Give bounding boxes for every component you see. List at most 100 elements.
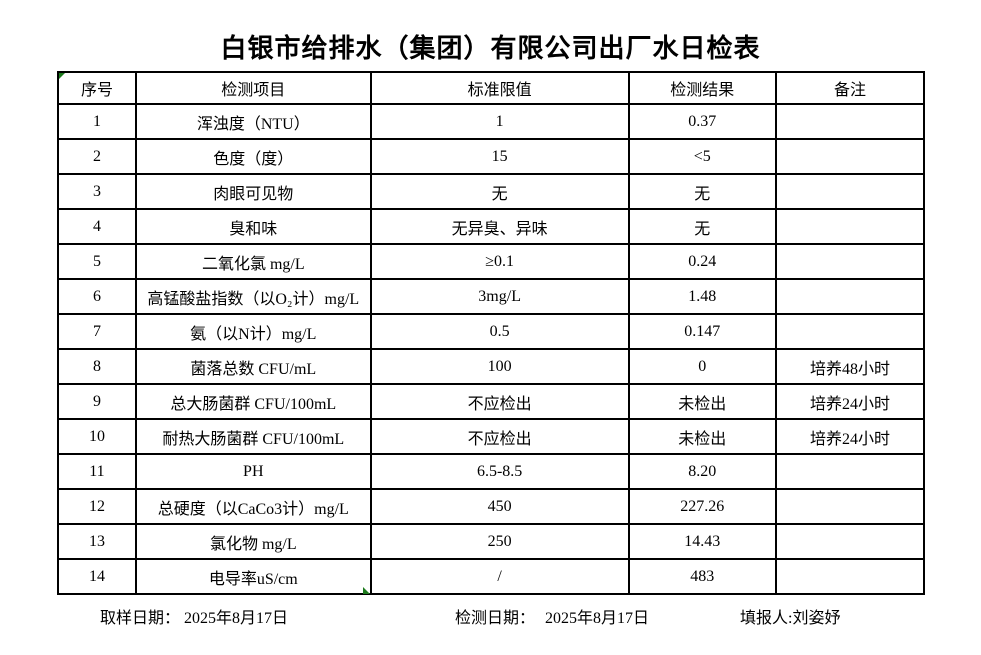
header-cell: 标准限值 xyxy=(369,71,630,105)
excel-corner-artifact-icon xyxy=(363,587,370,594)
cell-limit: 不应检出 xyxy=(369,418,630,455)
cell-item: 色度（度） xyxy=(134,138,372,175)
header-cell: 备注 xyxy=(774,71,926,105)
cell-remark xyxy=(774,558,926,595)
cell-item: 臭和味 xyxy=(134,208,372,245)
cell-remark xyxy=(774,243,926,280)
header-row: 序号 检测项目 标准限值 检测结果 备注 xyxy=(57,71,926,105)
cell-limit: 无异臭、异味 xyxy=(369,208,630,245)
cell-limit: 1 xyxy=(369,103,630,140)
table-row: 6 高锰酸盐指数（以O₂计）mg/L 3mg/L 1.48 xyxy=(57,278,926,315)
cell-result: 未检出 xyxy=(627,383,777,420)
table-row: 2 色度（度） 15 <5 xyxy=(57,138,926,175)
cell-result: 未检出 xyxy=(627,418,777,455)
cell-result: 0 xyxy=(627,348,777,385)
cell-result: 0.24 xyxy=(627,243,777,280)
cell-limit: 无 xyxy=(369,173,630,210)
cell-item: 二氧化氯 mg/L xyxy=(134,243,372,280)
cell-remark xyxy=(774,313,926,350)
cell-result: 0.37 xyxy=(627,103,777,140)
table-row: 4 臭和味 无异臭、异味无 xyxy=(57,208,926,245)
cell-remark xyxy=(774,173,926,210)
page-title: 白银市给排水（集团）有限公司出厂水日检表 xyxy=(220,34,761,63)
cell-index: 4 xyxy=(57,208,137,245)
table-row: 3 肉眼可见物无无 xyxy=(57,173,926,210)
cell-limit: / xyxy=(369,558,630,595)
table-row: 14 电导率uS/cm/483 xyxy=(57,558,926,595)
reporter-name: 刘姿妤 xyxy=(792,610,841,627)
table-row: 13 氯化物 mg/L 250 14.43 xyxy=(57,523,926,560)
cell-limit: 15 xyxy=(369,138,630,175)
cell-result: <5 xyxy=(627,138,777,175)
table-container: 序号 检测项目 标准限值 检测结果 备注 1 浑浊度（NTU） 1 0.37 2 色度（度） 15 <… xyxy=(57,71,926,595)
cell-index: 2 xyxy=(57,138,137,175)
cell-limit: 0.5 xyxy=(369,313,630,350)
table-row: 9 总大肠菌群 CFU/100mL 不应检出 未检出 培养24小时 xyxy=(57,383,926,420)
cell-result: 无 xyxy=(627,173,777,210)
cell-item: 耐热大肠菌群 CFU/100mL xyxy=(134,418,372,455)
cell-result: 227.26 xyxy=(627,488,777,525)
table-row: 12 总硬度（以CaCo3计）mg/L 450 227.26 xyxy=(57,488,926,525)
cell-remark xyxy=(774,103,926,140)
cell-index: 13 xyxy=(57,523,137,560)
cell-item: 菌落总数 CFU/mL xyxy=(134,348,372,385)
inspection-table: 序号 检测项目 标准限值 检测结果 备注 1 浑浊度（NTU） 1 0.37 2 色度（度） 15 <… xyxy=(57,71,926,595)
cell-index: 5 xyxy=(57,243,137,280)
cell-index: 7 xyxy=(57,313,137,350)
cell-remark xyxy=(774,488,926,525)
cell-limit: 6.5-8.5 xyxy=(369,453,630,490)
cell-index: 1 xyxy=(57,103,137,140)
cell-index: 8 xyxy=(57,348,137,385)
cell-item: 氯化物 mg/L xyxy=(134,523,372,560)
cell-remark: 培养48小时 xyxy=(774,348,926,385)
table-row: 10 耐热大肠菌群 CFU/100mL 不应检出 未检出 培养24小时 xyxy=(57,418,926,455)
table-row: 7 氨（以N计）mg/L 0.5 0.147 xyxy=(57,313,926,350)
cell-item: 总硬度（以CaCo3计）mg/L xyxy=(134,488,372,525)
cell-result: 14.43 xyxy=(627,523,777,560)
sampling-date-value: 2025年8月17日 xyxy=(184,610,289,627)
table-body: 1 浑浊度（NTU） 1 0.37 2 色度（度） 15 <5 3 肉眼可见物无无 4 臭和味 无异臭、… xyxy=(57,103,926,595)
cell-index: 3 xyxy=(57,173,137,210)
footer: 取样日期： 2025年8月17日 检测日期： 2025年8月17日 填报人:刘姿妤 xyxy=(0,604,981,628)
cell-result: 无 xyxy=(627,208,777,245)
header-cell: 检测结果 xyxy=(627,71,777,105)
table-row: 11 PH 6.5-8.5 8.20 xyxy=(57,453,926,490)
cell-remark: 培养24小时 xyxy=(774,383,926,420)
sampling-date-label: 取样日期： xyxy=(100,610,181,627)
cell-item: 高锰酸盐指数（以O₂计）mg/L xyxy=(134,278,372,315)
cell-item: 总大肠菌群 CFU/100mL xyxy=(134,383,372,420)
cell-limit: 100 xyxy=(369,348,630,385)
cell-remark xyxy=(774,138,926,175)
reporter: 填报人:刘姿妤 xyxy=(740,604,840,628)
cell-limit: 250 xyxy=(369,523,630,560)
cell-index: 12 xyxy=(57,488,137,525)
cell-item: 氨（以N计）mg/L xyxy=(134,313,372,350)
cell-result: 8.20 xyxy=(627,453,777,490)
cell-remark xyxy=(774,453,926,490)
table-row: 8 菌落总数 CFU/mL 100 0 培养48小时 xyxy=(57,348,926,385)
cell-limit: ≥0.1 xyxy=(369,243,630,280)
cell-remark xyxy=(774,278,926,315)
cell-item: 电导率uS/cm xyxy=(134,558,372,595)
cell-index: 11 xyxy=(57,453,137,490)
testing-date-label: 检测日期： xyxy=(455,610,536,627)
table-row: 1 浑浊度（NTU） 1 0.37 xyxy=(57,103,926,140)
cell-item: 浑浊度（NTU） xyxy=(134,103,372,140)
sampling-date: 取样日期： 2025年8月17日 xyxy=(100,604,288,628)
cell-remark xyxy=(774,523,926,560)
cell-item: PH xyxy=(134,453,372,490)
cell-remark xyxy=(774,208,926,245)
cell-item: 肉眼可见物 xyxy=(134,173,372,210)
reporter-label: 填报人: xyxy=(740,610,793,627)
header-cell: 序号 xyxy=(57,71,137,105)
cell-result: 1.48 xyxy=(627,278,777,315)
cell-limit: 450 xyxy=(369,488,630,525)
testing-date: 检测日期： 2025年8月17日 xyxy=(455,604,649,628)
cell-index: 6 xyxy=(57,278,137,315)
cell-result: 483 xyxy=(627,558,777,595)
table-row: 5 二氧化氯 mg/L ≥0.1 0.24 xyxy=(57,243,926,280)
cell-index: 10 xyxy=(57,418,137,455)
cell-index: 14 xyxy=(57,558,137,595)
cell-remark: 培养24小时 xyxy=(774,418,926,455)
